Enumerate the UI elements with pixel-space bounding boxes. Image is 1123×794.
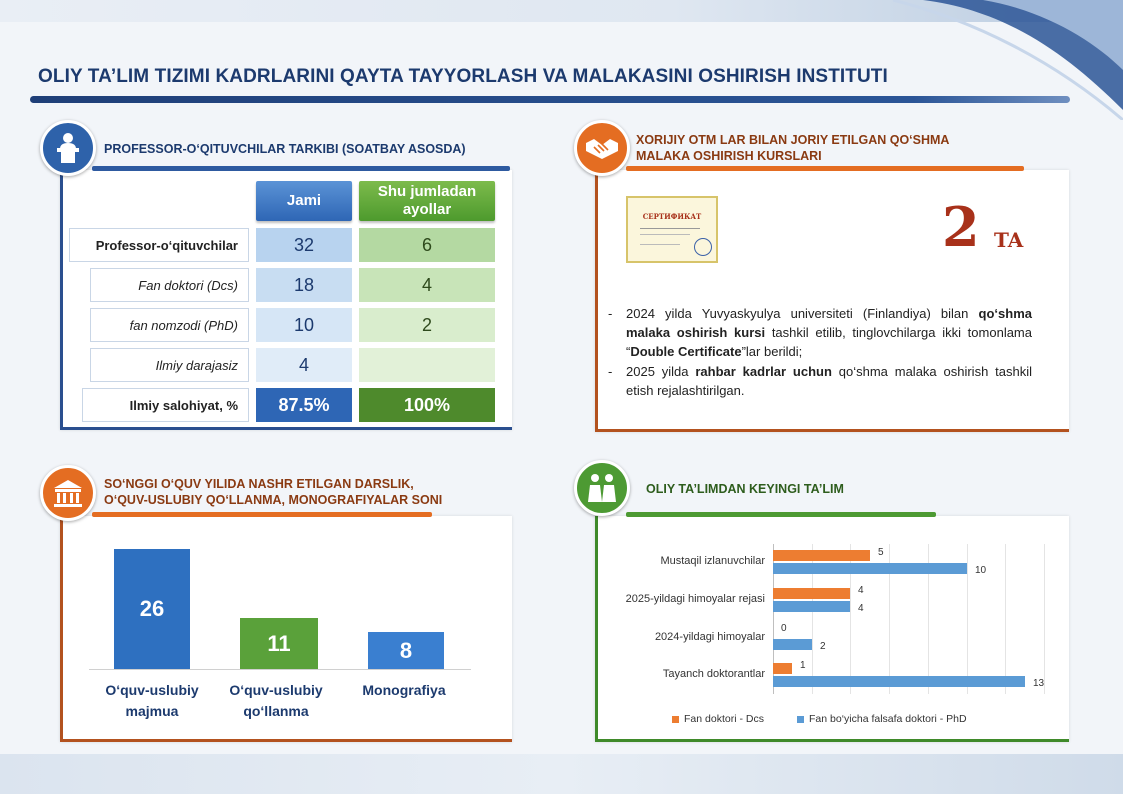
cell-dcs-total: 18 — [256, 268, 352, 302]
graduates-icon — [574, 460, 630, 516]
chart-gridline — [889, 544, 890, 694]
chart-bar — [773, 588, 850, 599]
legend-swatch — [672, 715, 679, 723]
joint-section-rule — [626, 166, 1024, 171]
joint-bullet-list: 2024 yilda Yuvyaskyulya universiteti (Fi… — [606, 304, 1032, 401]
cell-potential-total: 87.5% — [256, 388, 352, 422]
cell-phd-women: 2 — [359, 308, 495, 342]
chart-data-label: 10 — [975, 565, 987, 576]
cell-phd-total: 10 — [256, 308, 352, 342]
joint-section-title-line2: MALAKA OSHIRISH KURSLARI — [636, 149, 822, 163]
top-banner-band — [0, 0, 1123, 22]
staff-section-title: PROFESSOR-O‘QITUVCHILAR TARKIBI (SOATBAY… — [104, 142, 466, 156]
chart-data-label: 13 — [1033, 678, 1045, 689]
chart-gridline — [1044, 544, 1045, 694]
chart-category-label: Tayanch doktorantlar — [662, 668, 765, 680]
publication-bar-label: O‘quv-uslubiy qo‘llanma — [229, 682, 323, 719]
cell-potential-women: 100% — [359, 388, 495, 422]
joint-section-title-line1: XORIJIY OTM LAR BILAN JORIY ETILGAN QO‘S… — [636, 133, 950, 147]
publications-baseline — [89, 669, 471, 670]
chart-legend-item: Fan bo‘yicha falsafa doktori - PhD — [797, 713, 967, 725]
bottom-band — [0, 754, 1123, 794]
certificate-line — [640, 234, 690, 235]
publications-section-title-line2: O‘QUV-USLUBIY QO‘LLANMA, MONOGRAFIYALAR … — [104, 493, 443, 507]
chart-category-label: Mustaqil izlanuvchilar — [660, 555, 765, 567]
cell-dcs-women: 4 — [359, 268, 495, 302]
postgrad-section-rule — [626, 512, 936, 517]
certificate-title: СЕРТИФИКАТ — [642, 212, 702, 221]
cell-no-degree-total: 4 — [256, 348, 352, 382]
chart-gridline — [1005, 544, 1006, 694]
row-label-phd: fan nomzodi (PhD) — [90, 308, 249, 342]
certificate-line — [640, 244, 680, 245]
page-title: OLIY TA’LIM TIZIMI KADRLARINI QAYTA TAYY… — [38, 66, 888, 87]
lectern-speaker-icon — [40, 120, 96, 176]
row-label-professors: Professor-o‘qituvchilar — [69, 228, 249, 262]
row-label-dcs: Fan doktori (Dcs) — [90, 268, 249, 302]
publications-section-title-line1: SO‘NGGI O‘QUV YILIDA NASHR ETILGAN DARSL… — [104, 477, 414, 491]
publication-bar: 8 — [368, 632, 444, 669]
joint-bullet-1: 2024 yilda Yuvyaskyulya universiteti (Fi… — [606, 304, 1032, 361]
handshake-icon — [574, 120, 630, 176]
joint-count: 2 — [942, 195, 980, 259]
staff-section-rule — [92, 166, 510, 171]
certificate-seal — [694, 238, 712, 256]
chart-category-label: 2024-yildagi himoyalar — [654, 631, 765, 643]
chart-bar — [773, 639, 812, 650]
joint-count-unit: TA — [994, 228, 1024, 252]
chart-category-label: 2025-yildagi himoyalar rejasi — [625, 593, 765, 605]
certificate-image: СЕРТИФИКАТ — [626, 196, 718, 263]
chart-gridline — [928, 544, 929, 694]
legend-swatch — [797, 715, 804, 723]
row-label-no-degree: Ilmiy darajasiz — [90, 348, 249, 382]
certificate-line — [640, 228, 700, 229]
publications-section-rule — [92, 512, 432, 517]
chart-bar — [773, 676, 1025, 687]
chart-bar — [773, 550, 870, 561]
cell-no-degree-women — [359, 348, 495, 382]
cell-professors-women: 6 — [359, 228, 495, 262]
chart-gridline — [850, 544, 851, 694]
legend-label: Fan bo‘yicha falsafa doktori - PhD — [809, 713, 967, 725]
chart-data-label: 4 — [858, 585, 864, 596]
chart-bar — [773, 663, 792, 674]
postgrad-section-title: OLIY TA’LIMDAN KEYINGI TA’LIM — [646, 482, 844, 496]
publication-bar-label: O‘quv-uslubiy majmua — [105, 682, 199, 719]
chart-legend-item: Fan doktori - Dcs — [672, 713, 764, 725]
chart-data-label: 2 — [820, 641, 826, 652]
corner-swoosh-decoration — [863, 0, 1123, 120]
chart-gridline — [967, 544, 968, 694]
chart-bar — [773, 563, 967, 574]
chart-data-label: 0 — [781, 623, 787, 634]
cell-professors-total: 32 — [256, 228, 352, 262]
title-underline — [30, 96, 1070, 103]
chart-data-label: 4 — [858, 603, 864, 614]
chart-data-label: 1 — [800, 660, 806, 671]
chart-axis — [773, 544, 774, 694]
chart-data-label: 5 — [878, 547, 884, 558]
chart-bar — [773, 601, 850, 612]
university-building-icon — [40, 465, 96, 521]
publication-bar: 11 — [240, 618, 318, 669]
col-header-women: Shu jumladan ayollar — [359, 181, 495, 221]
publication-bar: 26 — [114, 549, 190, 669]
chart-gridline — [812, 544, 813, 694]
legend-label: Fan doktori - Dcs — [684, 713, 764, 725]
joint-bullet-2: 2025 yilda rahbar kadrlar uchun qo‘shma … — [606, 362, 1032, 400]
col-header-total: Jami — [256, 181, 352, 221]
row-label-potential: Ilmiy salohiyat, % — [82, 388, 249, 422]
publication-bar-label: Monografiya — [362, 682, 446, 698]
